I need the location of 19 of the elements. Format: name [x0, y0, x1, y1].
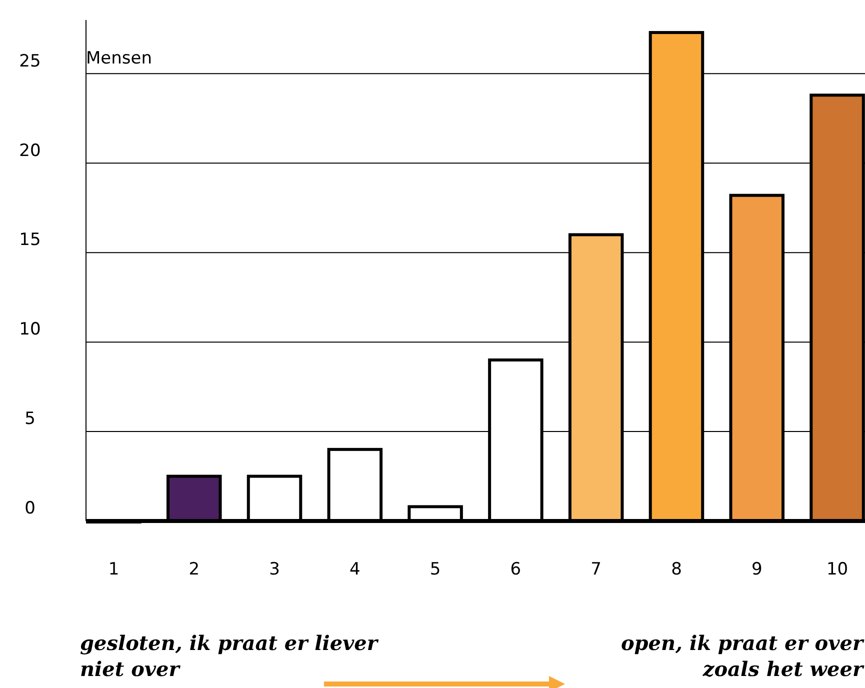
x-tick-label: 10 — [826, 560, 848, 580]
x-tick-label: 1 — [108, 560, 120, 580]
y-tick-label: 5 — [24, 409, 36, 430]
x-tick-label: 4 — [350, 560, 360, 580]
y-tick-label: 25 — [19, 51, 41, 72]
x-tick-label: 9 — [751, 560, 762, 580]
text: open, ik praat er over zoals het weer — [620, 631, 864, 681]
text: gesloten, ik praat er liever niet over — [80, 631, 379, 681]
x-tick-label: 6 — [510, 560, 522, 580]
y-tick-label: 0 — [24, 498, 36, 519]
x-tick-label: 3 — [269, 560, 280, 580]
x-tick-label: 2 — [188, 560, 200, 580]
y-tick-label: 20 — [19, 140, 41, 161]
y-axis-title: Mensen — [86, 48, 152, 69]
x-tick-label: 8 — [671, 560, 682, 580]
x-tick-label: 5 — [430, 560, 441, 580]
x-tick-label: 7 — [590, 560, 602, 580]
y-tick-label: 15 — [19, 230, 41, 250]
y-tick-label: 10 — [19, 320, 41, 340]
